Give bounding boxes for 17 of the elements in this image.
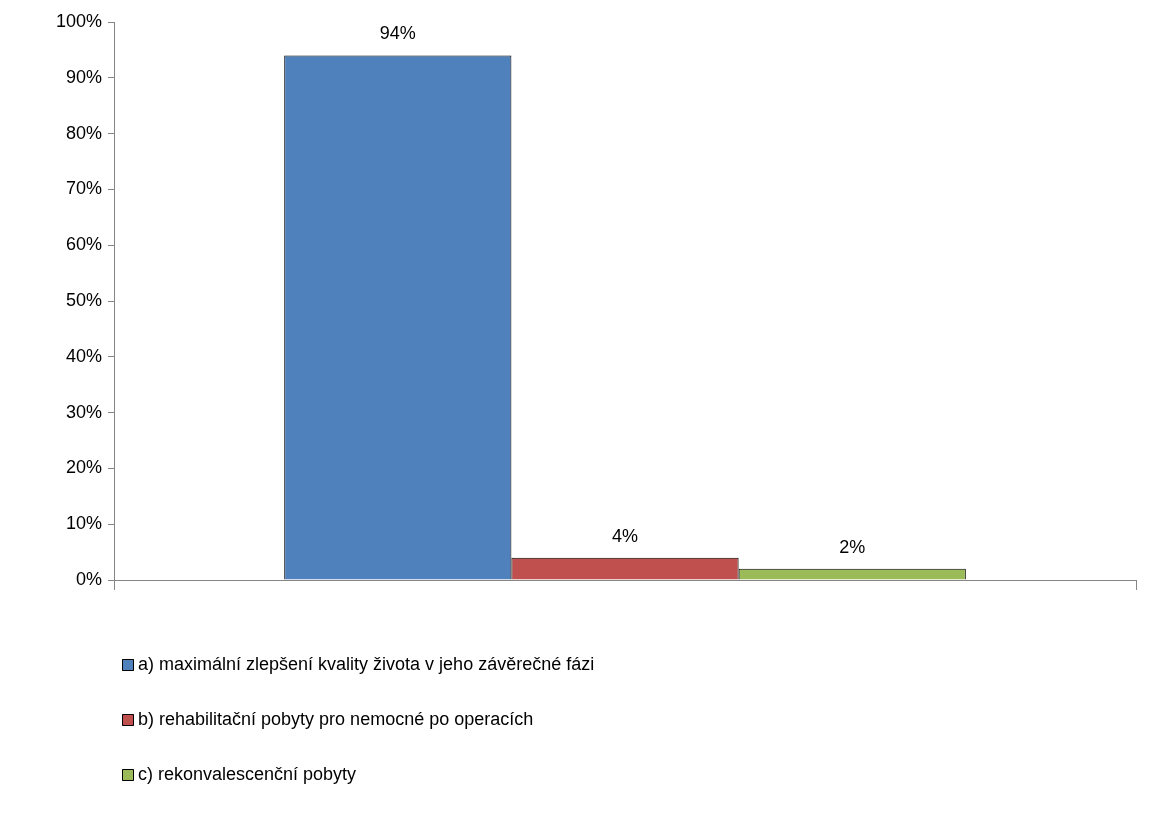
legend-label: c) rekonvalescenční pobyty [138,763,357,784]
y-tick-label: 90% [66,66,103,87]
data-label: 94% [379,23,416,44]
y-tick-label: 100% [55,10,103,31]
y-tick-label: 70% [66,178,103,199]
y-tick-label: 20% [66,457,103,478]
y-tick-label: 40% [66,345,103,366]
data-label: 2% [839,536,866,557]
y-tick-label: 50% [66,289,103,310]
legend-label: a) maximální zlepšení kvality života v jeho závěrečné fázi [138,653,595,674]
y-tick-label: 80% [66,122,103,143]
legend-label: b) rehabilitační pobyty pro nemocné po operacích [138,708,534,729]
data-label: 4% [612,525,639,546]
y-tick-label: 0% [76,568,103,589]
y-tick-label: 30% [66,401,103,422]
y-tick-label: 10% [66,513,103,534]
y-tick-label: 60% [66,234,103,255]
